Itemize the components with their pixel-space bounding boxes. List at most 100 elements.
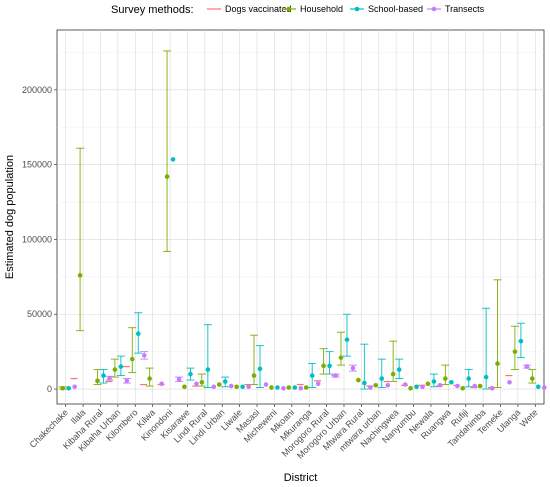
point-transects bbox=[472, 383, 478, 389]
point-school-based bbox=[170, 157, 176, 162]
point-household bbox=[77, 273, 83, 278]
point-transects bbox=[385, 383, 391, 388]
error-bar bbox=[76, 147, 85, 332]
point-school-based bbox=[257, 366, 263, 372]
point-household bbox=[460, 385, 466, 391]
grid-lines bbox=[57, 30, 544, 404]
point-household bbox=[477, 383, 483, 389]
error-bar bbox=[441, 364, 450, 386]
point-school-based bbox=[536, 384, 541, 390]
point-transects bbox=[298, 385, 304, 391]
point-transects bbox=[107, 376, 112, 381]
point-school-based bbox=[205, 367, 211, 372]
point-school-based bbox=[344, 337, 350, 342]
point-transects bbox=[263, 382, 269, 387]
point-household bbox=[216, 382, 222, 387]
point-household bbox=[356, 377, 361, 383]
point-household bbox=[251, 373, 257, 378]
point-household bbox=[425, 381, 431, 387]
y-tick-label: 50000 bbox=[27, 309, 52, 319]
point-school-based bbox=[118, 364, 124, 369]
y-tick-label: 0 bbox=[47, 384, 52, 394]
point-school-based bbox=[101, 373, 106, 378]
error-bar bbox=[163, 50, 172, 252]
point-school-based bbox=[222, 379, 228, 384]
point-household bbox=[234, 384, 239, 390]
point-school-based bbox=[275, 385, 280, 390]
point-household bbox=[443, 376, 448, 381]
point-school-based bbox=[466, 376, 472, 381]
point-transects bbox=[524, 364, 530, 369]
point-school-based bbox=[414, 384, 419, 390]
data-points bbox=[60, 157, 547, 391]
x-axis-title: District bbox=[284, 472, 318, 484]
point-household bbox=[147, 376, 152, 381]
point-school-based bbox=[135, 331, 141, 336]
legend-key-point bbox=[354, 6, 360, 12]
point-household bbox=[303, 385, 309, 390]
point-school-based bbox=[240, 384, 245, 390]
y-tick-label: 150000 bbox=[22, 160, 52, 170]
point-school-based bbox=[188, 371, 193, 377]
point-transects bbox=[124, 378, 130, 384]
point-household bbox=[408, 385, 413, 391]
point-school-based bbox=[483, 374, 489, 380]
point-household bbox=[164, 174, 170, 179]
point-household bbox=[199, 380, 205, 385]
legend-items: Dogs vaccinated Household School-based Tran… bbox=[207, 4, 485, 14]
point-transects bbox=[402, 382, 408, 387]
legend-item: School-based bbox=[350, 4, 423, 14]
point-transects bbox=[194, 381, 199, 387]
point-household bbox=[269, 385, 274, 390]
legend-label: Household bbox=[300, 4, 343, 14]
error-bar bbox=[342, 313, 351, 357]
y-axis-title: Estimated dog population bbox=[4, 155, 16, 279]
point-household bbox=[182, 384, 187, 390]
point-transects bbox=[315, 381, 321, 387]
legend-key-point bbox=[286, 6, 292, 12]
point-school-based bbox=[309, 373, 315, 378]
point-transects bbox=[72, 384, 77, 390]
legend-label: School-based bbox=[368, 4, 423, 14]
point-transects bbox=[455, 383, 460, 389]
error-bar bbox=[203, 324, 212, 388]
point-transects bbox=[368, 385, 373, 390]
legend-item: Dogs vaccinated bbox=[207, 4, 292, 14]
point-transects bbox=[228, 383, 234, 389]
legend-label: Transects bbox=[445, 4, 485, 14]
point-household bbox=[373, 383, 379, 388]
point-school-based bbox=[379, 376, 385, 381]
point-household bbox=[530, 376, 535, 381]
point-household bbox=[321, 363, 326, 369]
point-transects bbox=[350, 365, 356, 371]
point-transects bbox=[176, 377, 182, 382]
point-transects bbox=[281, 385, 286, 391]
legend-label: Dogs vaccinated bbox=[225, 4, 292, 14]
y-axis: 0 50000 100000 150000 200000 bbox=[22, 85, 57, 394]
point-transects bbox=[542, 385, 547, 390]
point-transects bbox=[437, 383, 443, 388]
plot-panel bbox=[56, 29, 545, 405]
y-tick-label: 100000 bbox=[22, 234, 52, 244]
point-transects bbox=[507, 380, 512, 385]
point-household bbox=[286, 385, 292, 390]
point-household bbox=[390, 371, 396, 377]
point-household bbox=[129, 356, 135, 362]
point-transects bbox=[489, 385, 495, 391]
point-transects bbox=[159, 381, 164, 387]
point-household bbox=[95, 378, 100, 384]
point-transects bbox=[141, 353, 147, 358]
legend-item: Household bbox=[282, 4, 343, 14]
point-household bbox=[495, 361, 500, 366]
legend: Survey methods: Dogs vaccinated Household… bbox=[111, 4, 485, 16]
point-school-based bbox=[518, 338, 524, 344]
point-school-based bbox=[449, 380, 454, 385]
error-bar bbox=[510, 325, 519, 371]
point-transects bbox=[246, 384, 251, 390]
point-school-based bbox=[292, 385, 298, 390]
error-bar bbox=[128, 327, 137, 374]
y-tick-label: 200000 bbox=[22, 85, 52, 95]
point-household bbox=[112, 367, 118, 372]
legend-title: Survey methods: bbox=[111, 4, 194, 16]
